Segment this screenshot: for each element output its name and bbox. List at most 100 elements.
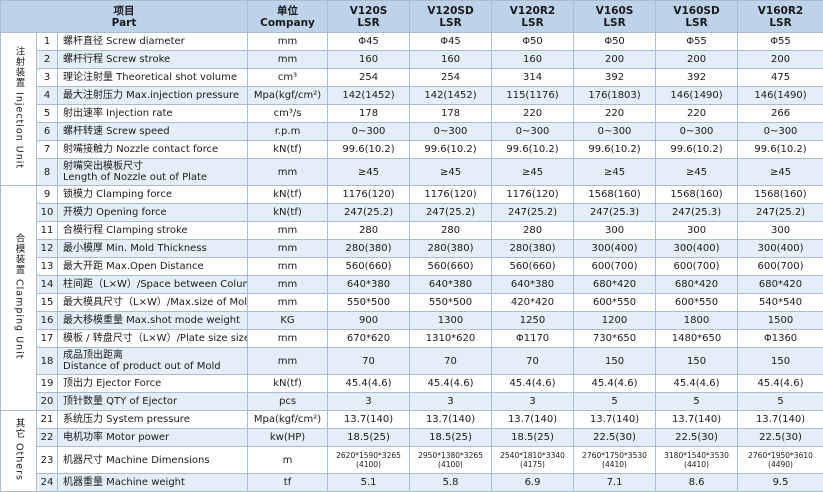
item-name: 最小模厚 Min. Mold Thickness <box>58 240 248 258</box>
spec-value: 475 <box>738 69 823 87</box>
header-item-cn: 项目 <box>1 5 247 17</box>
spec-value: 18.5(25) <box>492 429 574 447</box>
model-name: V120R2 <box>492 5 573 17</box>
model-name: V120S <box>328 5 409 17</box>
spec-value: 13.7(140) <box>492 411 574 429</box>
spec-value: 280(380) <box>410 240 492 258</box>
spec-value: 13.7(140) <box>328 411 410 429</box>
item-name-line: 机器重量 Machine weight <box>63 477 247 488</box>
row-number: 7 <box>37 141 58 159</box>
spec-value: 99.6(10.2) <box>492 141 574 159</box>
group-label: 合模装置 Clamping Unit <box>1 186 37 411</box>
unit: kN(tf) <box>248 204 328 222</box>
spec-value: 247(25.3) <box>656 204 738 222</box>
spec-value: 150 <box>574 348 656 375</box>
item-name-line: 射嘴接触力 Nozzle contact force <box>63 144 247 155</box>
unit: mm <box>248 258 328 276</box>
item-name-line: 最大模具尺寸（L×W）/Max.size of Mold <box>63 297 247 308</box>
spec-value: 1568(160) <box>656 186 738 204</box>
spec-value: 70 <box>492 348 574 375</box>
model-name: V160SD <box>656 5 737 17</box>
item-name: 最大开距 Max.Open Distance <box>58 258 248 276</box>
spec-value: 600*550 <box>656 294 738 312</box>
spec-value: 45.4(4.6) <box>410 375 492 393</box>
unit: kN(tf) <box>248 141 328 159</box>
spec-value: 99.6(10.2) <box>574 141 656 159</box>
row-number: 14 <box>37 276 58 294</box>
row-number: 8 <box>37 159 58 186</box>
item-name-line: 系统压力 System pressure <box>63 414 247 425</box>
item-name: 螺杆行程 Screw stroke <box>58 51 248 69</box>
item-name-line: 最大开距 Max.Open Distance <box>63 261 247 272</box>
spec-value: 560(660) <box>328 258 410 276</box>
spec-value: ≥45 <box>410 159 492 186</box>
model-suffix: LSR <box>574 17 655 29</box>
item-name-line: 合模行程 Clamping stroke <box>63 225 247 236</box>
unit: mm <box>248 51 328 69</box>
spec-value: 680*420 <box>738 276 823 294</box>
item-name-line: 螺杆转速 Screw speed <box>63 126 247 137</box>
row-number: 20 <box>37 393 58 411</box>
spec-value: 70 <box>410 348 492 375</box>
row-number: 22 <box>37 429 58 447</box>
item-name: 锁模力 Clamping force <box>58 186 248 204</box>
spec-value: 392 <box>574 69 656 87</box>
spec-value: 254 <box>328 69 410 87</box>
spec-value: 13.7(140) <box>410 411 492 429</box>
item-name: 开模力 Opening force <box>58 204 248 222</box>
row-number: 17 <box>37 330 58 348</box>
model-name: V160S <box>574 5 655 17</box>
spec-value: 45.4(4.6) <box>328 375 410 393</box>
spec-value: 600(700) <box>574 258 656 276</box>
item-name: 射出速率 Injection rate <box>58 105 248 123</box>
spec-value: 670*620 <box>328 330 410 348</box>
spec-value: 2950*1380*3265 (4100) <box>410 447 492 474</box>
spec-value: Φ55 <box>738 33 823 51</box>
row-number: 15 <box>37 294 58 312</box>
spec-value: 1176(120) <box>492 186 574 204</box>
unit: mm <box>248 240 328 258</box>
unit: r.p.m <box>248 123 328 141</box>
unit: m <box>248 447 328 474</box>
spec-value: 150 <box>738 348 823 375</box>
spec-value: 3 <box>492 393 574 411</box>
spec-value: 220 <box>492 105 574 123</box>
unit: Mpa(kgf/cm²) <box>248 411 328 429</box>
spec-value: 45.4(4.6) <box>574 375 656 393</box>
spec-value: 1310*620 <box>410 330 492 348</box>
spec-value: 200 <box>656 51 738 69</box>
unit: cm³/s <box>248 105 328 123</box>
row-number: 13 <box>37 258 58 276</box>
spec-value: 176(1803) <box>574 87 656 105</box>
row-number: 6 <box>37 123 58 141</box>
row-number: 19 <box>37 375 58 393</box>
item-name: 顶针数量 QTY of Ejector <box>58 393 248 411</box>
spec-value: 178 <box>328 105 410 123</box>
spec-value: 70 <box>328 348 410 375</box>
header-unit-cn: 单位 <box>248 5 327 17</box>
item-name: 最大移模重量 Max.shot mode weight <box>58 312 248 330</box>
item-name: 机器尺寸 Machine Dimensions <box>58 447 248 474</box>
spec-value: 22.5(30) <box>656 429 738 447</box>
spec-value: 160 <box>328 51 410 69</box>
spec-value: ≥45 <box>492 159 574 186</box>
model-suffix: LSR <box>492 17 573 29</box>
item-name-line: 锁模力 Clamping force <box>63 189 247 200</box>
spec-value: 280 <box>328 222 410 240</box>
spec-value: Φ50 <box>492 33 574 51</box>
spec-value: Φ45 <box>328 33 410 51</box>
spec-value: 1568(160) <box>738 186 823 204</box>
